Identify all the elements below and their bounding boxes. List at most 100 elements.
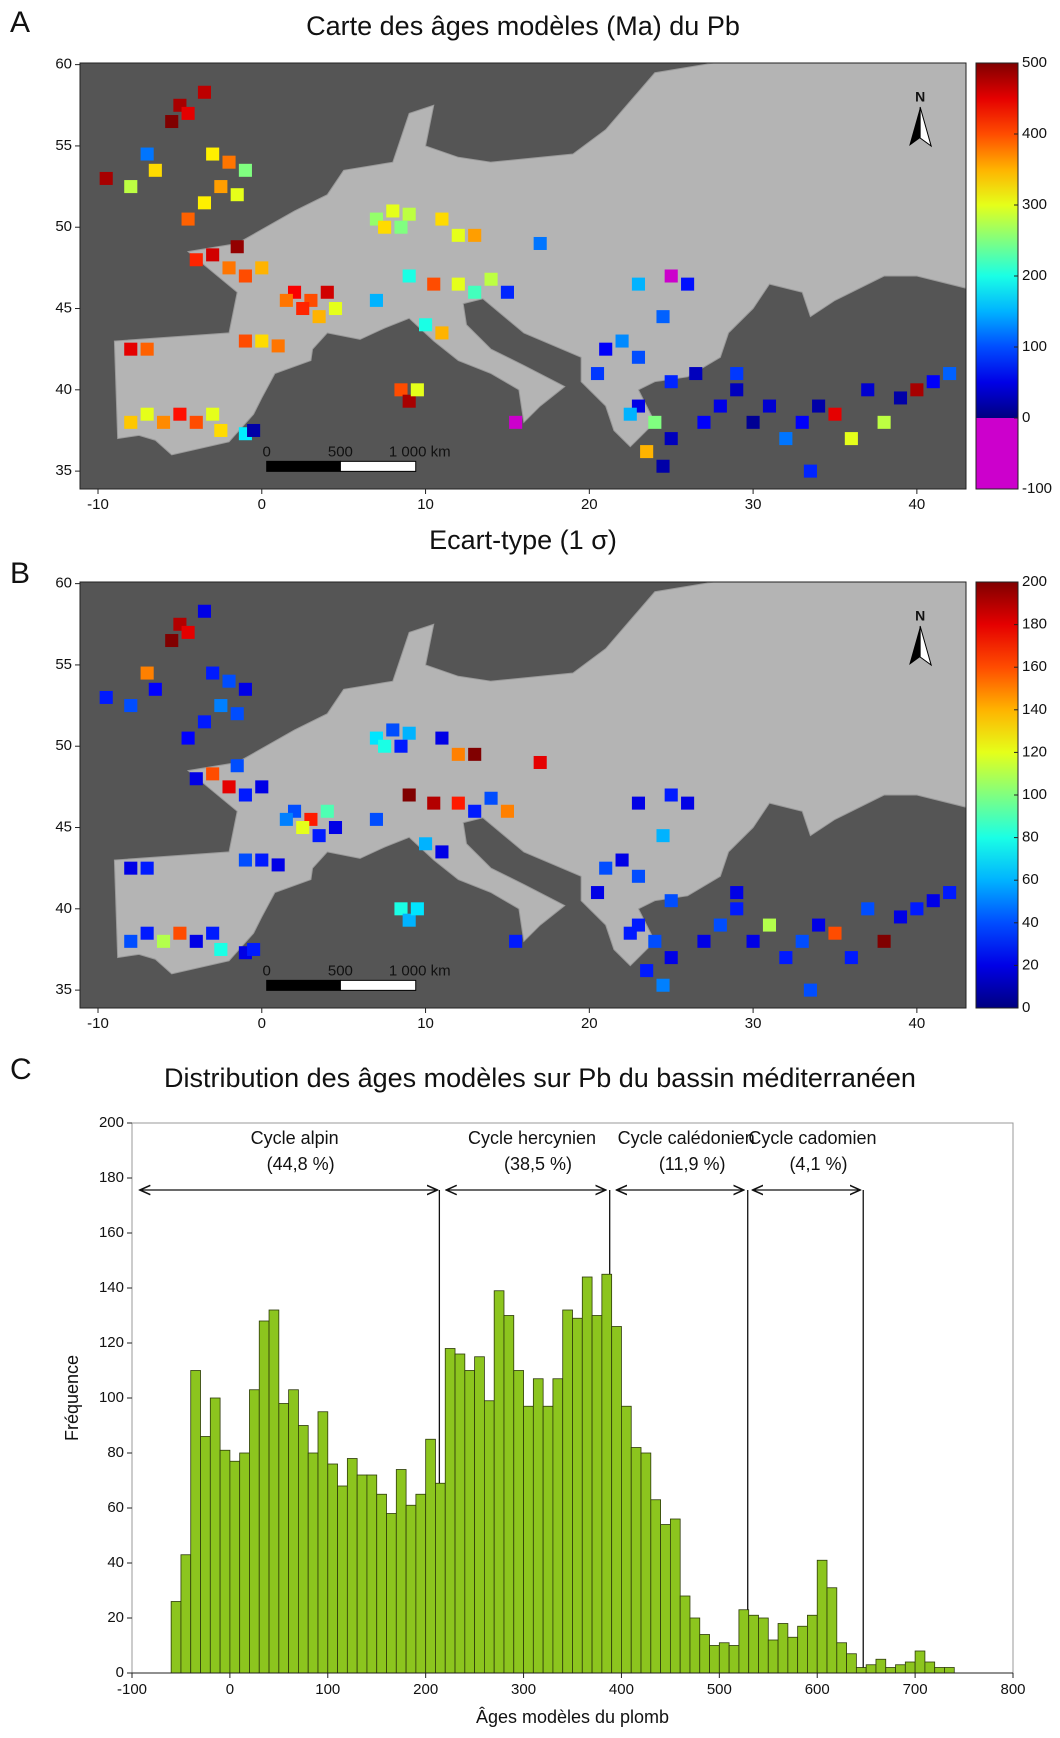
cell (828, 926, 842, 940)
bar (630, 1447, 642, 1674)
y-tick-label: 60 (55, 575, 72, 592)
y-tick-label: 80 (107, 1444, 124, 1461)
cell (124, 934, 138, 948)
cell (369, 293, 383, 307)
bar (386, 1513, 397, 1674)
cell (681, 277, 695, 291)
cell (599, 342, 613, 356)
x-tick-label: 30 (745, 1015, 762, 1032)
bar (493, 1290, 505, 1674)
bar (395, 1469, 407, 1674)
y-tick-label: 160 (99, 1224, 124, 1241)
cell (189, 415, 203, 429)
colorbar (976, 63, 1018, 418)
x-tick-label: 700 (903, 1681, 928, 1698)
bar (298, 1425, 309, 1674)
cell (238, 682, 252, 696)
cell (230, 240, 244, 254)
cell (664, 432, 678, 446)
cell (124, 342, 138, 356)
bar (581, 1276, 593, 1674)
cell (312, 829, 326, 843)
cell (656, 978, 670, 992)
cell (730, 367, 744, 381)
cell (271, 339, 285, 353)
cell (206, 767, 220, 781)
bar (777, 1623, 789, 1674)
bar (826, 1587, 838, 1674)
cell (214, 423, 228, 437)
cell (369, 812, 383, 826)
cell (124, 415, 138, 429)
cell (222, 780, 236, 794)
cell (451, 228, 465, 242)
y-tick-label: 60 (107, 1499, 124, 1516)
cell (197, 196, 212, 210)
cell (222, 261, 236, 275)
cycle-name: Cycle calédonien (618, 1128, 755, 1148)
bar (503, 1315, 515, 1674)
bar (532, 1378, 544, 1674)
map-area (80, 582, 966, 1008)
cell (590, 886, 605, 900)
cell (500, 285, 514, 299)
cell (656, 310, 670, 324)
cell (296, 821, 310, 835)
cycle-percent: (44,8 %) (267, 1154, 335, 1174)
colorbar-tick-label: 100 (1022, 786, 1047, 803)
cell (402, 269, 416, 283)
cell (828, 407, 842, 421)
bar (572, 1317, 583, 1674)
cell (378, 739, 392, 753)
cell (451, 796, 465, 810)
cell (124, 180, 138, 194)
cell (640, 964, 654, 978)
cell (386, 204, 400, 218)
x-tick-label: 10 (417, 496, 434, 513)
bar (709, 1645, 720, 1674)
cell (435, 845, 449, 859)
cell (419, 837, 433, 851)
y-tick-label: 55 (55, 656, 72, 673)
bar (249, 1389, 260, 1674)
north-arrow (909, 107, 921, 146)
cell (394, 739, 408, 753)
bar (660, 1524, 671, 1674)
cell (255, 334, 269, 348)
cell (99, 690, 113, 704)
colorbar-tick-label: 400 (1022, 125, 1047, 142)
bar (523, 1405, 534, 1674)
cell (140, 861, 154, 875)
cell (713, 918, 727, 932)
cell (206, 147, 220, 161)
cell (640, 445, 654, 459)
cell (861, 383, 875, 397)
cell (165, 634, 179, 648)
cell (746, 415, 760, 429)
cell (484, 791, 498, 805)
cell (394, 383, 408, 397)
x-tick-label: -10 (87, 1015, 109, 1032)
cell (451, 277, 465, 291)
y-tick-label: 140 (99, 1279, 124, 1296)
bar (180, 1554, 192, 1674)
cell (730, 383, 744, 397)
cell (148, 163, 162, 177)
cell (214, 699, 228, 713)
cell (124, 699, 138, 713)
cell (173, 407, 187, 421)
bar (268, 1309, 280, 1674)
cell (779, 951, 793, 965)
cell (943, 367, 957, 381)
colorbar-tick-label: 0 (1022, 999, 1030, 1016)
bar (846, 1653, 857, 1674)
cell (206, 407, 220, 421)
histogram: C Distribution des âges modèles sur Pb du… (10, 1053, 1026, 1727)
colorbar-tick-label: 20 (1022, 956, 1039, 973)
colorbar-tick-label: 160 (1022, 658, 1047, 675)
cell (656, 459, 670, 473)
cycle-percent: (38,5 %) (504, 1154, 572, 1174)
cycle-percent: (4,1 %) (789, 1154, 847, 1174)
cell (238, 334, 252, 348)
